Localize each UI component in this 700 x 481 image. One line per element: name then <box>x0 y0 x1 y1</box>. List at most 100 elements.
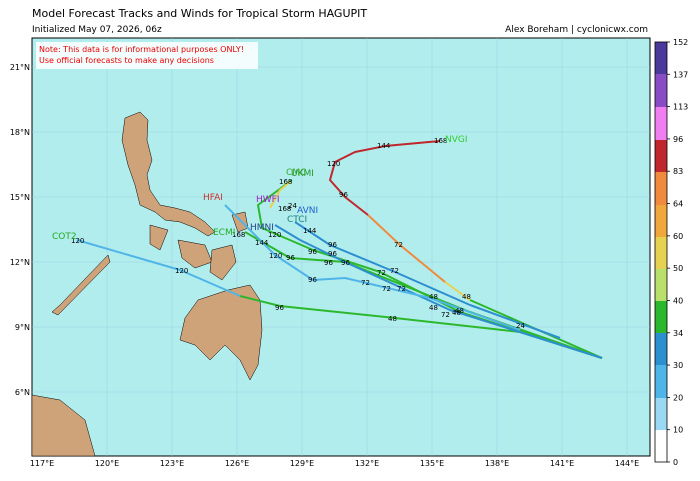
hour-label: 24 <box>516 322 525 330</box>
hour-label: 48 <box>452 309 461 317</box>
hour-label: 144 <box>377 142 391 150</box>
hour-label: 96 <box>339 191 348 199</box>
lat-label: 18°N <box>10 128 30 137</box>
subtitle: Initialized May 07, 2026, 06z <box>32 25 162 35</box>
track <box>257 179 603 359</box>
hour-label: 72 <box>441 311 450 319</box>
track <box>367 214 446 283</box>
model-label: UKMI <box>291 169 314 179</box>
colorbar-label: 113 <box>673 103 688 112</box>
hour-label: 48 <box>462 293 471 301</box>
hour-label: 168 <box>278 205 291 213</box>
credit: Alex Boreham | cyclonicwx.com <box>505 25 648 35</box>
hour-label: 72 <box>377 269 386 277</box>
model-label: CMC <box>286 168 306 178</box>
track <box>329 140 441 216</box>
lat-label: 12°N <box>10 258 30 267</box>
note-box <box>36 42 258 69</box>
lon-label: 123°E <box>160 459 184 468</box>
title: Model Forecast Tracks and Winds for Trop… <box>32 7 367 20</box>
hour-label: 168 <box>279 178 292 186</box>
track <box>269 181 291 209</box>
note-line: Note: This data is for informational pur… <box>39 45 244 54</box>
model-label: HFAI <box>203 193 223 203</box>
track <box>76 239 241 297</box>
colorbar: 152 137 113 96 83 64 60 50 40 34 30 20 10 0 <box>654 38 688 467</box>
colorbar-label: 40 <box>673 296 683 305</box>
hour-label: 168 <box>232 231 245 239</box>
model-label: ECMI <box>213 228 235 238</box>
hour-label: 168 <box>434 137 447 145</box>
hour-label: 48 <box>455 307 464 315</box>
hour-label: 72 <box>361 279 370 287</box>
model-label: COT2 <box>52 232 77 242</box>
hour-label: 72 <box>390 267 399 275</box>
lon-label: 138°E <box>485 459 509 468</box>
hour-label: 48 <box>388 315 397 323</box>
lat-label: 15°N <box>10 193 30 202</box>
hour-label: 120 <box>268 231 281 239</box>
hour-label: 96 <box>328 250 337 258</box>
hour-label: 120 <box>71 237 84 245</box>
lat-label: 9°N <box>15 323 30 332</box>
hour-label: 120 <box>269 252 282 260</box>
lon-label: 132°E <box>355 459 379 468</box>
hour-label: 48 <box>429 304 438 312</box>
hour-label: 96 <box>308 276 317 284</box>
tracks <box>76 140 603 359</box>
lon-label: 129°E <box>290 459 314 468</box>
lon-label: 117°E <box>30 459 54 468</box>
model-label: HWFI <box>256 195 280 205</box>
model-label: CTCI <box>287 215 307 225</box>
colorbar-label: 137 <box>673 70 688 79</box>
colorbar-label: 20 <box>673 393 683 402</box>
colorbar-label: 60 <box>673 232 683 241</box>
colorbar-label: 50 <box>673 264 683 273</box>
hour-label: 24 <box>288 202 297 210</box>
ocean <box>31 37 651 457</box>
lon-label: 126°E <box>225 459 249 468</box>
hour-label: 96 <box>324 259 333 267</box>
track <box>224 204 521 331</box>
track <box>469 299 603 359</box>
model-label: AVNI <box>297 206 318 216</box>
lon-label: 135°E <box>420 459 444 468</box>
colorbar-label: 83 <box>673 167 683 176</box>
hour-label: 144 <box>255 239 269 247</box>
lat-label: 21°N <box>10 63 30 72</box>
lon-label: 144°E <box>615 459 639 468</box>
hour-label: 144 <box>303 227 317 235</box>
axis-labels: 117°E 120°E 123°E 126°E 129°E 132°E 135°E 138°E… <box>10 63 639 468</box>
colorbar-label: 64 <box>673 200 683 209</box>
hour-label: 72 <box>397 285 406 293</box>
hour-label: 96 <box>308 248 317 256</box>
hour-label: 96 <box>341 259 350 267</box>
track <box>274 224 603 359</box>
hour-label: 120 <box>327 160 340 168</box>
colorbar-label: 0 <box>673 458 678 467</box>
hour-label: 72 <box>394 241 403 249</box>
hour-label: 48 <box>429 293 438 301</box>
lon-label: 141°E <box>550 459 574 468</box>
hour-label: 96 <box>275 304 284 312</box>
hour-label: 96 <box>286 254 295 262</box>
track <box>444 281 471 301</box>
colorbar-label: 30 <box>673 361 683 370</box>
model-label: HMNI <box>250 223 274 233</box>
colorbar-label: 34 <box>673 329 683 338</box>
hour-label: 120 <box>175 267 188 275</box>
track <box>294 221 561 339</box>
colorbar-label: 10 <box>673 426 683 435</box>
lon-label: 120°E <box>95 459 119 468</box>
hour-label: 72 <box>382 285 391 293</box>
note-line: Use official forecasts to make any decis… <box>39 56 214 65</box>
colorbar-label: 96 <box>673 135 683 144</box>
model-label: NVGI <box>445 135 468 145</box>
hour-label: 96 <box>328 241 337 249</box>
land <box>31 111 263 457</box>
